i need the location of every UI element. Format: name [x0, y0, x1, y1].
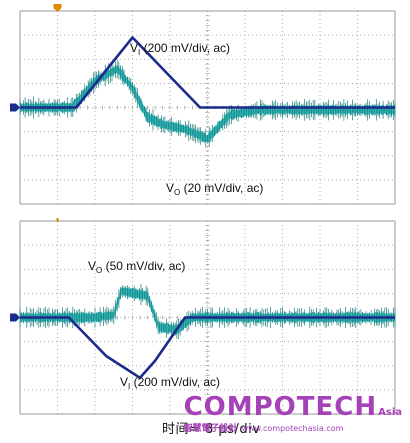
brand-cn: 智慧電子設計 — [183, 424, 238, 434]
brand-name: COMPOTECH — [183, 392, 378, 422]
bottom-vi-label: VI (200 mV/div, ac) — [120, 375, 220, 391]
vi-trace — [20, 316, 395, 380]
trigger-marker-icon — [56, 218, 59, 222]
bottom-vo-label: VO (50 mV/div, ac) — [88, 259, 185, 275]
ground-marker-icon — [10, 313, 20, 322]
bottom-scope-panel — [10, 218, 396, 415]
ground-marker-icon — [10, 103, 20, 112]
vi-trace — [20, 36, 395, 109]
top-vo-label: VO (20 mV/div, ac) — [166, 181, 263, 197]
figure-footer: 时间= 8 μs/div COMPOTECHAsia 智慧電子設計 www.com… — [0, 394, 410, 443]
top-scope-panel — [10, 4, 396, 205]
top-vi-label: VI (200 mV/div, ac) — [130, 41, 230, 57]
trigger-marker-icon — [53, 4, 62, 12]
timebase-label: 时间= 8 μs/div — [162, 422, 261, 437]
vo-ringing — [19, 284, 396, 339]
brand-url: www.compotechasia.com — [241, 424, 344, 433]
brand-suffix: Asia — [378, 407, 402, 418]
compotech-logo: COMPOTECHAsia 智慧電子設計 www.compotechasia.co… — [184, 394, 402, 434]
